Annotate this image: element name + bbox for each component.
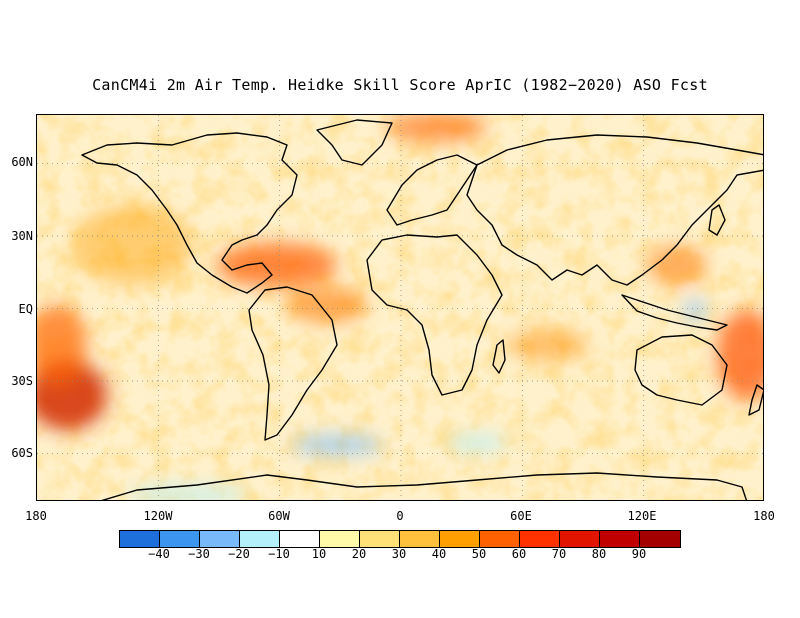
colorbar-label: 40 (431, 547, 447, 561)
colorbar-label: 80 (591, 547, 607, 561)
skill-hotspots (37, 115, 763, 500)
colorbar-label: 60 (511, 547, 527, 561)
colorbar-label: 30 (391, 547, 407, 561)
colorbar-label: 20 (351, 547, 367, 561)
page-title: CanCM4i 2m Air Temp. Heidke Skill Score … (92, 76, 708, 94)
colorbar-swatch (120, 531, 160, 547)
colorbar-swatch (560, 531, 600, 547)
lon-label-120w: 120W (143, 509, 173, 523)
colorbar-swatch (480, 531, 520, 547)
lon-label-180w: 180 (25, 509, 47, 523)
colorbar-label: 50 (471, 547, 487, 561)
lon-label-180e: 180 (753, 509, 775, 523)
coastlines (81, 119, 763, 500)
colorbar-label: −30 (188, 547, 210, 561)
colorbar-label: 90 (631, 547, 647, 561)
colorbar-label: −20 (228, 547, 250, 561)
colorbar-swatch (440, 531, 480, 547)
colorbar-label: 10 (311, 547, 327, 561)
skill-map-canvas (37, 115, 763, 500)
colorbar-swatch (640, 531, 680, 547)
colorbar-label: −10 (268, 547, 290, 561)
lat-label-30s: 30S (11, 374, 33, 388)
lon-label-60w: 60W (268, 509, 290, 523)
skill-map (36, 114, 764, 501)
lat-label-eq: EQ (18, 302, 33, 316)
colorbar-label: −40 (148, 547, 170, 561)
lat-label-30n: 30N (11, 229, 33, 243)
colorbar-swatch (280, 531, 320, 547)
lat-label-60s: 60S (11, 446, 33, 460)
colorbar-swatch (400, 531, 440, 547)
colorbar-swatch (520, 531, 560, 547)
lon-label-0: 0 (396, 509, 404, 523)
lon-label-120e: 120E (627, 509, 657, 523)
colorbar-swatch (360, 531, 400, 547)
lat-label-60n: 60N (11, 155, 33, 169)
lon-label-60e: 60E (510, 509, 532, 523)
colorbar-swatch (240, 531, 280, 547)
colorbar-swatch (200, 531, 240, 547)
colorbar-label: 70 (551, 547, 567, 561)
colorbar (119, 530, 681, 548)
colorbar-swatch (160, 531, 200, 547)
colorbar-swatch (320, 531, 360, 547)
colorbar-swatch (600, 531, 640, 547)
